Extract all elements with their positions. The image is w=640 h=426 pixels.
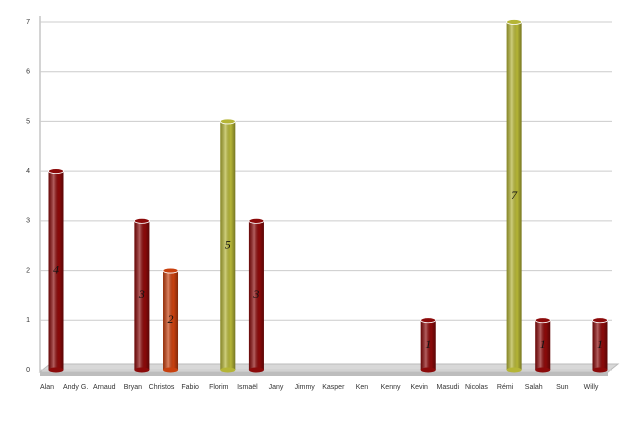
bar-shine bbox=[592, 320, 608, 370]
y-tick-label: 6 bbox=[26, 69, 30, 76]
x-tick-label: Alan bbox=[40, 384, 54, 391]
y-tick-label: 7 bbox=[26, 19, 30, 26]
value-label: 1 bbox=[425, 337, 431, 351]
floor bbox=[38, 363, 620, 373]
bar-base bbox=[134, 367, 150, 373]
bar-shine bbox=[48, 171, 64, 370]
bar-shine bbox=[248, 220, 264, 370]
x-tick-label: Kenny bbox=[381, 384, 401, 391]
bar-base bbox=[592, 367, 608, 373]
value-label: 5 bbox=[225, 237, 231, 251]
value-label: 1 bbox=[597, 337, 603, 351]
x-tick-label: Arnaud bbox=[93, 384, 116, 391]
bar-cap bbox=[162, 267, 179, 274]
bar-shine bbox=[220, 121, 236, 370]
bar-base bbox=[506, 367, 522, 373]
y-tick-label: 2 bbox=[26, 267, 30, 274]
x-tick-label: Christos bbox=[149, 384, 175, 391]
bar-base bbox=[220, 367, 236, 373]
x-tick-label: Ken bbox=[356, 384, 369, 391]
x-tick-label: Jany bbox=[269, 384, 284, 391]
x-tick-label: Andy G. bbox=[63, 384, 88, 391]
bar-cap bbox=[48, 168, 64, 175]
bar-base bbox=[48, 367, 64, 373]
value-label: 3 bbox=[252, 287, 259, 301]
bar-cap bbox=[506, 19, 523, 25]
x-tick-label: Rémi bbox=[497, 384, 514, 391]
bar-base bbox=[163, 367, 179, 373]
value-label: 7 bbox=[511, 188, 518, 202]
x-tick-label: Bryan bbox=[124, 384, 142, 391]
x-tick-label: Fabio bbox=[181, 384, 199, 391]
floor-edge bbox=[40, 372, 608, 376]
value-label: 4 bbox=[53, 262, 59, 276]
bar-cap bbox=[248, 217, 265, 224]
y-tick-label: 0 bbox=[26, 367, 30, 374]
x-tick-label: Masudi bbox=[437, 384, 460, 391]
bar-cap bbox=[592, 317, 608, 324]
bar-cap bbox=[219, 118, 236, 125]
x-tick-label: Salah bbox=[525, 384, 543, 391]
y-tick-label: 1 bbox=[26, 317, 30, 324]
x-tick-label: Willy bbox=[584, 384, 599, 391]
bar-base bbox=[420, 367, 436, 373]
value-label: 3 bbox=[138, 287, 145, 301]
x-tick-label: Nicolas bbox=[465, 384, 488, 391]
x-tick-label: Kasper bbox=[322, 384, 345, 391]
bar-cap bbox=[534, 317, 551, 324]
x-tick-label: Kevin bbox=[410, 384, 428, 391]
x-tick-label: Sun bbox=[556, 384, 569, 391]
bar-shine bbox=[535, 320, 551, 370]
x-tick-label: Ismaël bbox=[237, 384, 258, 391]
bar-shine bbox=[134, 220, 150, 370]
bar-cap bbox=[420, 317, 437, 324]
bar-cap bbox=[133, 217, 150, 224]
y-tick-label: 3 bbox=[26, 218, 30, 225]
bar-shine bbox=[420, 320, 436, 370]
bar-base bbox=[248, 367, 264, 373]
x-tick-label: Jimmy bbox=[295, 384, 316, 391]
bar-shine bbox=[163, 270, 179, 370]
x-tick-label: Florim bbox=[209, 384, 229, 391]
y-tick-label: 4 bbox=[26, 168, 30, 175]
value-label: 2 bbox=[168, 312, 174, 326]
bar-shine bbox=[506, 22, 522, 370]
value-label: 1 bbox=[540, 337, 546, 351]
y-tick-label: 5 bbox=[26, 118, 30, 125]
bar-base bbox=[535, 367, 551, 373]
